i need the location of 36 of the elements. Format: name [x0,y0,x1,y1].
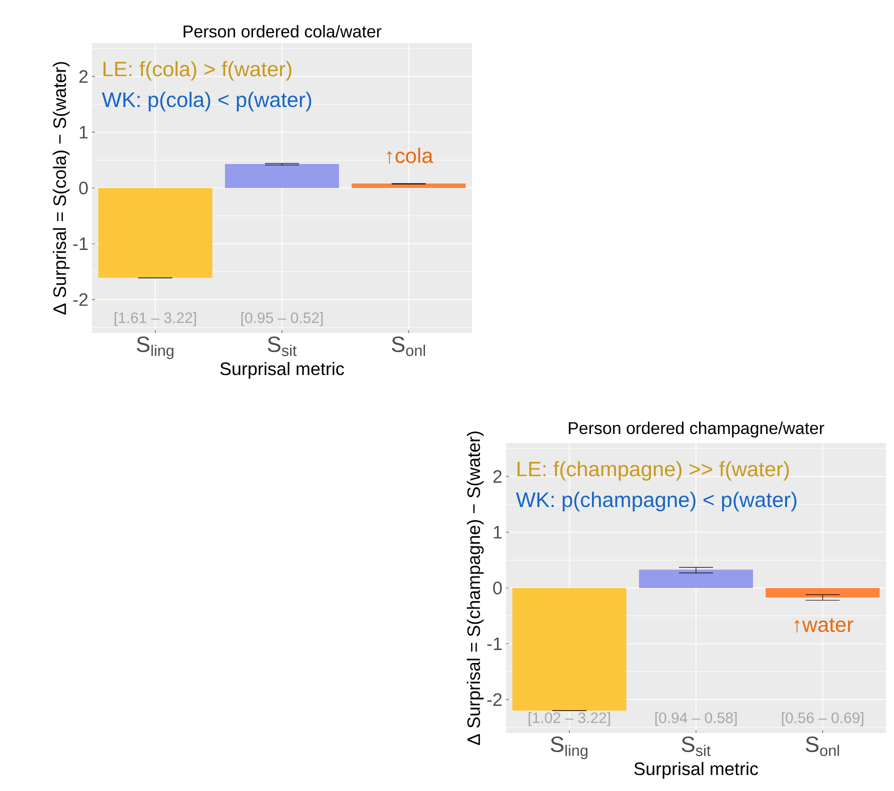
x-tick-label: S$_{sit}$ [682,736,711,756]
chart-title: Person ordered champagne/water [568,422,824,438]
y-tick-label: 0 [79,182,88,194]
y-tick-label: 2 [493,470,502,483]
annotation: ↑water [794,618,854,632]
annotation: ↑cola [386,148,434,164]
y-tick-label: -2 [73,293,88,306]
annotation: [0.94 – 0.58] [655,712,737,726]
x-tick-label: S$_{onl}$ [806,736,839,756]
x-axis-title: Surprisal metric [220,362,344,379]
y-tick-label: -1 [73,238,88,250]
x-tick-label: S$_{sit}$ [268,336,297,356]
x-tick-label: S$_{ling}$ [550,736,588,760]
annotation: [0.95 – 0.52] [241,312,323,326]
annotation: WK: p(cola) < p(water) [102,92,312,112]
y-tick-label: 0 [493,582,502,594]
annotation: LE: f(cola) > f(water) [104,61,292,81]
y-axis-title: Δ Surprisal = S(cola) − S(water) [52,62,70,315]
y-tick-label: 2 [79,70,88,83]
annotation: [1.61 – 3.22] [114,312,196,326]
annotation: WK: p(champagne) < p(water) [516,492,796,512]
x-tick-label: S$_{onl}$ [392,336,425,356]
y-tick-label: -1 [487,638,502,650]
annotation: [1.02 – 3.22] [528,712,610,726]
annotation: LE: f(champagne) >> f(water) [518,461,789,481]
bar [225,164,340,188]
y-tick-label: 1 [80,126,88,138]
bar [98,188,212,278]
y-tick-label: -2 [487,693,502,706]
x-tick-label: S$_{ling}$ [136,336,174,360]
x-axis-title: Surprisal metric [634,762,758,779]
annotation: [0.56 – 0.69] [782,712,864,726]
y-axis-title: Δ Surprisal = S(champagne) − S(water) [466,432,484,746]
bar [352,184,466,188]
y-tick-label: 1 [494,526,502,538]
chart-title: Person ordered cola/water [184,25,382,38]
